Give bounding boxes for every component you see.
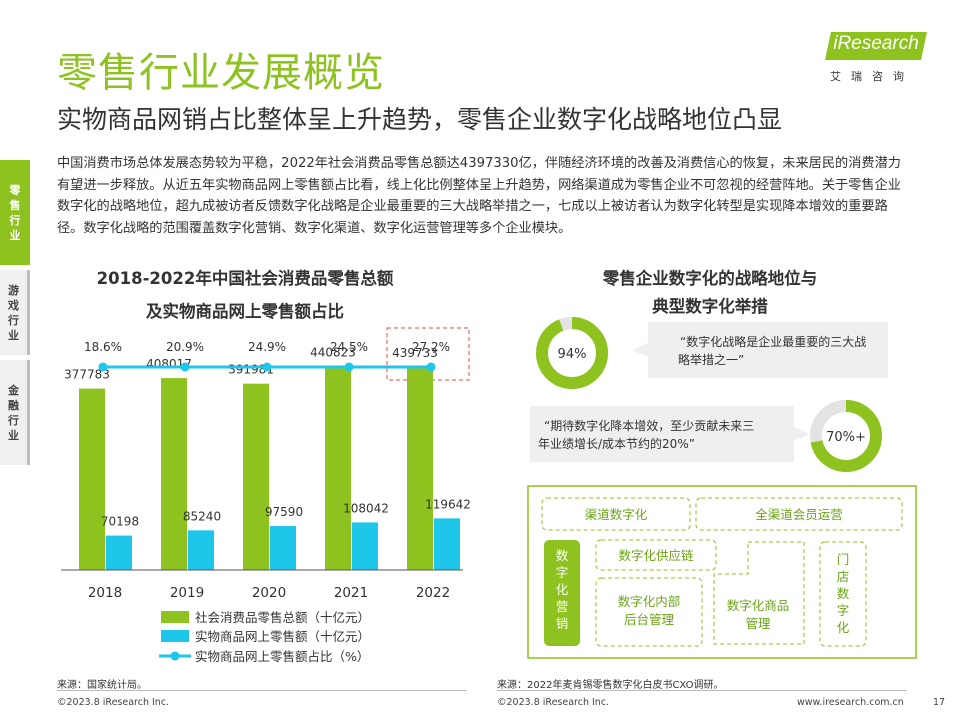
quote-pointer-1 xyxy=(632,343,648,357)
bar-online-2022 xyxy=(434,518,460,570)
right-panel-title-line2: 典型数字化举措 xyxy=(652,297,768,316)
left-chart-title-line1: 2018-2022年中国社会消费品零售总额 xyxy=(96,269,394,288)
label-online-2021: 108042 xyxy=(343,501,389,515)
legend-swatch-total xyxy=(161,611,189,623)
sidebar-item-finance[interactable]: 金融行业 xyxy=(0,360,30,465)
label-online-2019: 85240 xyxy=(183,509,221,523)
footer-rule-right xyxy=(497,690,907,691)
logo-brand: iResearch xyxy=(833,33,919,54)
legend-online: 实物商品网上零售额（十亿元） xyxy=(195,629,370,644)
quote-2-line2: 年业绩增长/成本节约的20%” xyxy=(538,436,695,451)
quote-1-line1: “数字化战略是企业最重要的三大战 xyxy=(680,334,866,349)
left-source: 来源：国家统计局。 xyxy=(57,680,147,691)
bar-total-2021 xyxy=(325,366,351,570)
x-tick-2020: 2020 xyxy=(252,585,286,601)
footer-rule-left xyxy=(57,690,467,691)
intro-paragraph: 中国消费市场总体发展态势较为平稳，2022年社会消费品零售总额达4397330亿… xyxy=(57,156,901,236)
measure-supply-chain: 数字化供应链 xyxy=(618,548,694,563)
measure-marketing: 数字化营销 xyxy=(556,548,569,631)
measure-merch-box xyxy=(713,541,805,645)
left-chart-title-line2: 及实物商品网上零售额占比 xyxy=(146,302,344,321)
right-source: 来源：2022年麦肯锡零售数字化白皮书CXO调研。 xyxy=(497,680,724,691)
bar-total-2019 xyxy=(161,378,187,570)
bar-online-2018 xyxy=(106,535,132,570)
donut-94: 94% xyxy=(536,317,608,389)
donut-2-value: 70%+ xyxy=(826,430,866,445)
share-point-2020 xyxy=(262,362,272,372)
label-online-2020: 97590 xyxy=(265,505,303,519)
share-point-2019 xyxy=(180,362,190,372)
page-title: 零售行业发展概览 xyxy=(57,50,385,96)
measure-marketing-box xyxy=(544,540,580,646)
donut-2-arc xyxy=(810,400,882,472)
retail-sales-chart: 3777837019820184080178524020193919819759… xyxy=(61,327,471,664)
legend-share: 实物商品网上零售额占比（%） xyxy=(195,649,369,664)
measure-backoffice-box xyxy=(595,577,703,647)
measure-store: 门店数字化 xyxy=(837,552,850,635)
bar-total-2022 xyxy=(407,367,433,570)
share-label-2022: 27.2% xyxy=(412,340,450,354)
donut-1-arc xyxy=(536,317,608,389)
sidebar-item-label: 金融行业 xyxy=(8,383,19,442)
measure-supply-box xyxy=(595,539,717,571)
strategy-panel: “数字化战略是企业最重要的三大战 略举措之一” “期待数字化降本增效，至少贡献未… xyxy=(527,317,917,659)
bar-online-2019 xyxy=(188,530,214,570)
donut-70: 70%+ xyxy=(810,400,882,472)
label-online-2018: 70198 xyxy=(101,515,139,529)
sidebar-item-label: 零售行业 xyxy=(9,183,21,242)
x-tick-2021: 2021 xyxy=(334,585,368,601)
footer-copyright-mid: ©2023.8 iResearch Inc. xyxy=(497,697,610,708)
share-point-2018 xyxy=(98,362,108,372)
quote-1-line2: 略举措之一” xyxy=(678,352,744,367)
share-label-2021: 24.5% xyxy=(330,340,368,354)
quote-2-line1: “期待数字化降本增效，至少贡献未来三 xyxy=(544,418,754,433)
sidebar-item-label: 游戏行业 xyxy=(8,283,19,342)
right-panel-title-line1: 零售企业数字化的战略地位与 xyxy=(602,269,818,288)
quote-box-2 xyxy=(530,406,794,462)
sidebar-item-gaming[interactable]: 游戏行业 xyxy=(0,270,30,355)
measures-frame xyxy=(527,485,917,659)
page-number: 17 xyxy=(933,697,946,708)
legend-total: 社会消费品零售总额（十亿元） xyxy=(195,610,370,625)
measure-store-box xyxy=(819,541,867,647)
legend-swatch-online xyxy=(161,630,189,642)
measure-backoffice-line2: 后台管理 xyxy=(624,612,675,627)
iresearch-logo: iResearch 艾瑞咨询 xyxy=(822,30,932,88)
bar-online-2020 xyxy=(270,526,296,570)
footer-url[interactable]: www.iresearch.com.cn xyxy=(797,697,904,708)
bar-total-2018 xyxy=(79,388,105,570)
share-point-2021 xyxy=(344,362,354,372)
label-total-2022: 439733 xyxy=(392,346,438,360)
measure-merch-line1: 数字化商品 xyxy=(727,598,790,613)
donut-1-value: 94% xyxy=(558,347,587,362)
label-total-2021: 440823 xyxy=(310,346,356,360)
share-label-2018: 18.6% xyxy=(84,340,122,354)
measure-omni-member: 全渠道会员运营 xyxy=(755,507,843,522)
share-label-2020: 24.9% xyxy=(248,340,286,354)
measure-channel: 渠道数字化 xyxy=(585,507,648,522)
logo-subtitle: 艾瑞咨询 xyxy=(830,70,914,83)
page-subtitle: 实物商品网销占比整体呈上升趋势，零售企业数字化战略地位凸显 xyxy=(57,105,783,134)
x-tick-2019: 2019 xyxy=(170,585,204,601)
bar-online-2021 xyxy=(352,522,378,570)
share-point-2022 xyxy=(426,362,436,372)
sidebar-item-retail[interactable]: 零售行业 xyxy=(0,160,30,265)
footer-copyright-left: ©2023.8 iResearch Inc. xyxy=(57,697,170,708)
label-total-2018: 377783 xyxy=(64,368,110,382)
quote-box-1 xyxy=(648,322,888,378)
share-label-2019: 20.9% xyxy=(166,340,204,354)
measure-backoffice-line1: 数字化内部 xyxy=(618,594,681,609)
label-online-2022: 119642 xyxy=(425,497,471,511)
quote-pointer-2 xyxy=(794,427,810,441)
legend-swatch-share-dot xyxy=(170,651,180,661)
measure-omni-box xyxy=(695,497,903,531)
measure-channel-box xyxy=(541,497,691,531)
x-tick-2022: 2022 xyxy=(416,585,450,601)
measure-merch-line2: 管理 xyxy=(745,616,771,631)
x-tick-2018: 2018 xyxy=(88,585,122,601)
bar-total-2020 xyxy=(243,383,269,570)
